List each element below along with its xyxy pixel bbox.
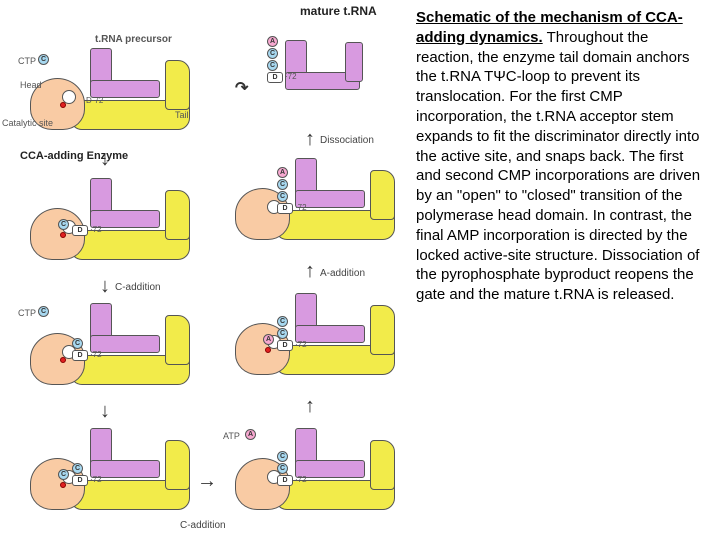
ctp-label-1: CTP (18, 56, 36, 66)
panel-4l: C C D ·72 (20, 425, 195, 520)
step-cadd-b: C-addition (180, 520, 226, 531)
panel-3r: A C C D ·72 (225, 290, 400, 385)
enzyme-tail-1b (165, 60, 190, 110)
arrow-down-2: ↓ (100, 275, 110, 298)
description-body: Throughout the reaction, the enzyme tail… (416, 29, 700, 303)
nuc-a-m: A (267, 36, 278, 47)
d72-2r: ·72 (295, 203, 307, 212)
nd-4r: D (277, 475, 293, 486)
nc-4lb: C (72, 463, 83, 474)
nc1-4r: C (277, 451, 288, 462)
step-aadd: A-addition (320, 268, 365, 279)
d72-2l: ·72 (90, 225, 102, 234)
nuc-c2-m: C (267, 60, 278, 71)
na-2r: A (277, 167, 288, 178)
panel-2r: A C C D ·72 (225, 155, 400, 250)
nc1-2r: C (277, 179, 288, 190)
nc2-4r: C (277, 463, 288, 474)
trna-arm-m2 (345, 42, 363, 82)
diagram-area: mature t.RNA t.RNA precursor CTP C Head … (0, 0, 410, 540)
arrow-up-3: ↑ (305, 395, 315, 418)
d72-m: ·72 (285, 72, 297, 81)
release-arrow: ↷ (235, 78, 248, 98)
head-label: Head (20, 80, 42, 90)
et-2lb (165, 190, 190, 240)
et-4rb (370, 440, 395, 490)
panel-4r: ATP A C C D ·72 (225, 425, 400, 520)
cd-2l (60, 232, 66, 238)
enzyme-label: CCA-adding Enzyme (20, 150, 128, 162)
d72-1: D·72 (86, 96, 103, 105)
d72-3r: ·72 (295, 340, 307, 349)
atp-nuc-4r: A (245, 429, 256, 440)
d72-4r: ·72 (295, 475, 307, 484)
et-3lb (165, 315, 190, 365)
step-cadd-l: C-addition (115, 282, 161, 293)
mature-trna-label: mature t.RNA (300, 4, 377, 18)
panel-3l: CTP C C D ·72 (20, 300, 195, 395)
nd-3l: D (72, 350, 88, 361)
panel-precursor: t.RNA precursor CTP C Head Catalytic sit… (20, 40, 195, 140)
nc1-3r: C (277, 316, 288, 327)
catalytic-dot-1 (60, 102, 66, 108)
et-3rb (370, 305, 395, 355)
arrow-down-3: ↓ (100, 400, 110, 423)
nc-2l: C (58, 219, 69, 230)
arrow-up-1: ↑ (305, 128, 315, 151)
nuc-d-m: D (267, 72, 283, 83)
nc2-2r: C (277, 191, 288, 202)
ctp-nuc-3l: C (38, 306, 49, 317)
d72-4l: ·72 (90, 475, 102, 484)
nc2-3r: C (277, 328, 288, 339)
et-4lb (165, 440, 190, 490)
d72-3l: ·72 (90, 350, 102, 359)
na-3r: A (263, 334, 274, 345)
precursor-label: t.RNA precursor (95, 34, 172, 45)
et-2rb (370, 170, 395, 220)
arrow-down-1: ↓ (100, 148, 110, 171)
ctp-3l: CTP (18, 308, 36, 318)
nd-3r: D (277, 340, 293, 351)
panel-mature: A C C D ·72 ↷ (225, 18, 400, 118)
catalytic-label: Catalytic site (2, 118, 53, 128)
nd-2l: D (72, 225, 88, 236)
nc-3l: C (72, 338, 83, 349)
cd-3r (265, 347, 271, 353)
nd-4l: D (72, 475, 88, 486)
nc-4la: C (58, 469, 69, 480)
arrow-right-bottom: → (197, 470, 217, 493)
description-text: Schematic of the mechanism of CCA-adding… (410, 0, 720, 540)
ctp-nuc-1: C (38, 54, 49, 65)
cd-3l (60, 357, 66, 363)
nuc-c1-m: C (267, 48, 278, 59)
arrow-up-2: ↑ (305, 260, 315, 283)
atp-4r: ATP (223, 431, 240, 441)
panel-2l: C D ·72 (20, 175, 195, 270)
step-dissoc: Dissociation (320, 135, 374, 146)
tail-label: Tail (175, 110, 189, 120)
nd-2r: D (277, 203, 293, 214)
cd-4l (60, 482, 66, 488)
